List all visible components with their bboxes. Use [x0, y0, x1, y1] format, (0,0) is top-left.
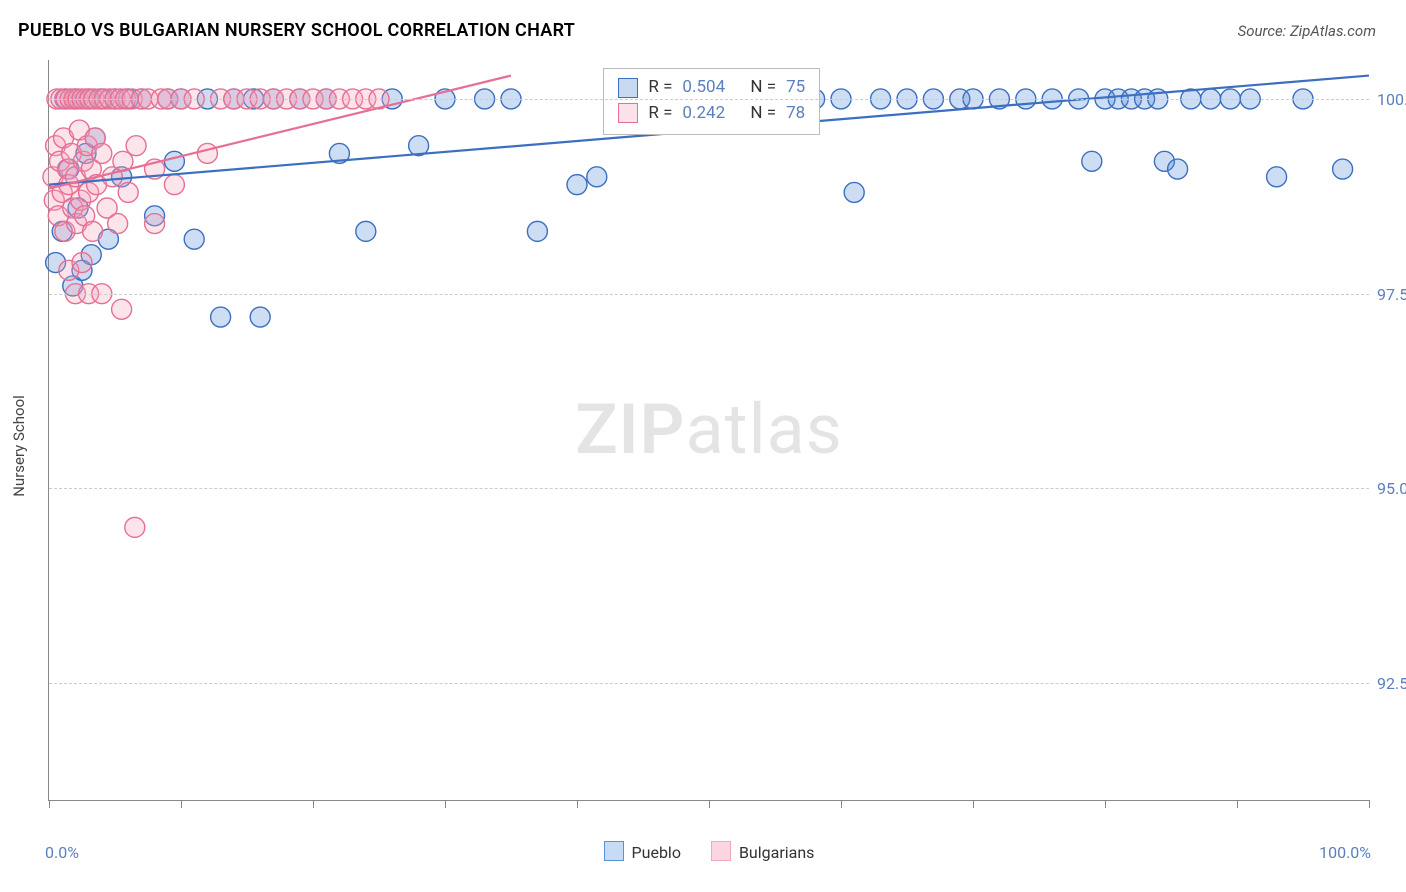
x-tick: [49, 800, 50, 808]
x-tick: [709, 800, 710, 808]
legend-r-label: R =: [648, 75, 672, 101]
x-tick: [973, 800, 974, 808]
x-tick: [181, 800, 182, 808]
chart-container: { "title": "PUEBLO VS BULGARIAN NURSERY …: [0, 0, 1406, 892]
x-tick: [841, 800, 842, 808]
gridline: 100.0%: [49, 99, 1369, 100]
x-tick: [1105, 800, 1106, 808]
legend-swatch: [618, 78, 638, 98]
chart-title: PUEBLO VS BULGARIAN NURSERY SCHOOL CORRE…: [18, 20, 575, 41]
x-axis-min-label: 0.0%: [45, 843, 79, 862]
gridline: 92.5%: [49, 683, 1369, 684]
legend-swatch: [711, 841, 731, 861]
y-axis-label: Nursery School: [10, 395, 28, 497]
legend-top: R = 0.504 N = 75 R = 0.242 N = 78: [603, 68, 820, 135]
legend-top-row: R = 0.242 N = 78: [618, 101, 805, 127]
trendline-layer: [49, 60, 1369, 800]
legend-swatch: [604, 841, 624, 861]
x-tick: [577, 800, 578, 808]
legend-bottom-item: Pueblo: [604, 841, 681, 862]
x-tick: [1237, 800, 1238, 808]
legend-series-label: Pueblo: [632, 843, 681, 862]
gridline: 97.5%: [49, 294, 1369, 295]
gridline: 95.0%: [49, 488, 1369, 489]
plot-area: ZIPatlas R =0.504N =75R =0.242N =78 Pueb…: [48, 60, 1369, 801]
source-attribution: Source: ZipAtlas.com: [1238, 22, 1376, 40]
legend-n-label: N =: [750, 101, 776, 127]
trend-line: [49, 76, 511, 189]
x-axis-max-label: 100.0%: [1319, 843, 1371, 862]
y-tick-label: 97.5%: [1371, 285, 1406, 304]
x-tick: [313, 800, 314, 808]
legend-swatch: [618, 103, 638, 123]
legend-n-label: N =: [750, 75, 776, 101]
y-tick-label: 92.5%: [1371, 674, 1406, 693]
legend-r-value: 0.504: [682, 75, 740, 101]
legend-n-value: 75: [786, 75, 805, 101]
legend-r-label: R =: [648, 101, 672, 127]
x-tick: [1369, 800, 1370, 808]
y-tick-label: 100.0%: [1371, 90, 1406, 109]
y-tick-label: 95.0%: [1371, 479, 1406, 498]
legend-r-value: 0.242: [682, 101, 740, 127]
legend-bottom: Pueblo Bulgarians: [49, 841, 1369, 862]
legend-top-row: R = 0.504 N = 75: [618, 75, 805, 101]
legend-n-value: 78: [786, 101, 805, 127]
x-tick: [445, 800, 446, 808]
legend-bottom-item: Bulgarians: [711, 841, 814, 862]
legend-series-label: Bulgarians: [739, 843, 814, 862]
